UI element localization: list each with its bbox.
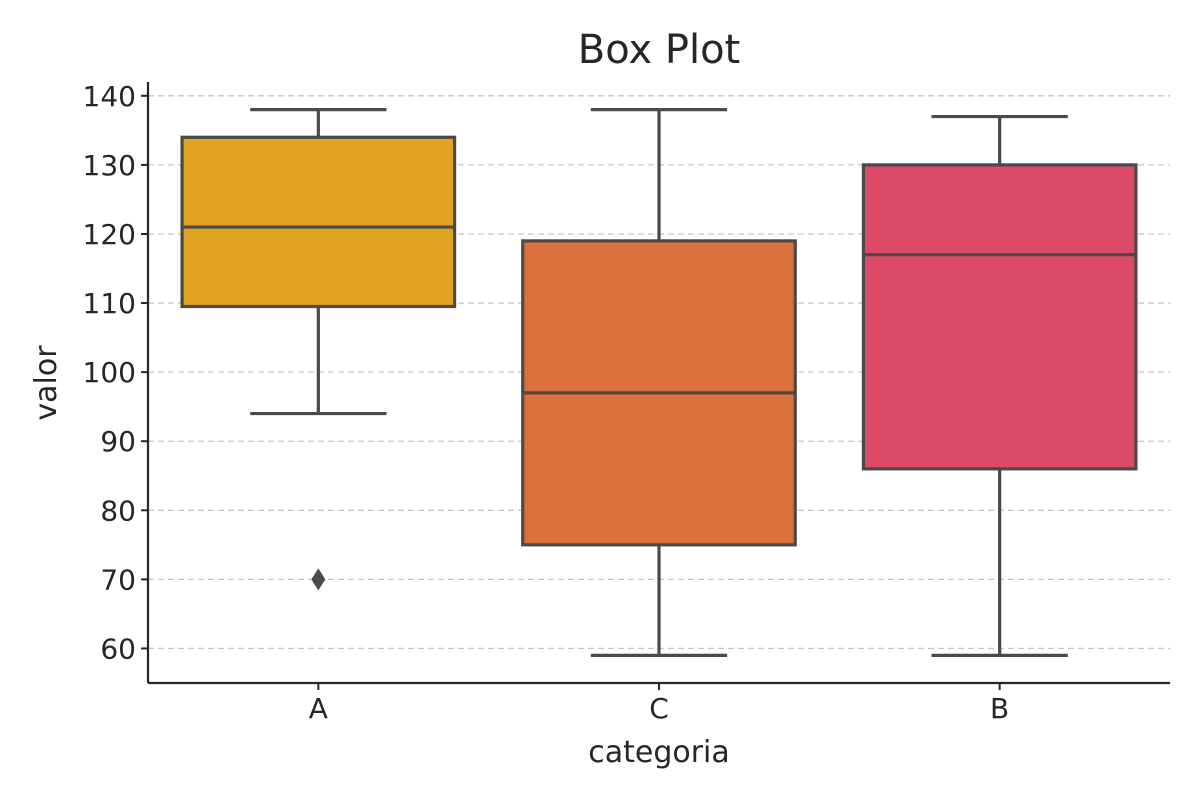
x-tick-label: B — [990, 692, 1009, 725]
y-tick-label: 110 — [83, 287, 136, 320]
x-tick-label: A — [309, 692, 328, 725]
box-series — [180, 108, 1138, 657]
y-tick-label: 70 — [100, 563, 136, 596]
box-B — [861, 114, 1138, 657]
x-tick-label: C — [649, 692, 669, 725]
x-axis-label: categoria — [588, 735, 730, 770]
chart-title: Box Plot — [578, 27, 740, 73]
y-tick-label: 130 — [83, 149, 136, 182]
iqr-box — [861, 163, 1138, 471]
box-A — [180, 108, 457, 591]
y-tick-label: 100 — [83, 356, 136, 389]
axes: 60 70 80 90 100 110 120 130 140 A C B — [83, 80, 1170, 725]
y-axis-label: valor — [29, 345, 64, 421]
box-C — [521, 108, 797, 657]
outlier-point — [311, 568, 326, 591]
y-tick-label: 140 — [83, 80, 136, 113]
y-tick-label: 60 — [100, 632, 136, 665]
iqr-box — [180, 135, 457, 309]
y-tick-label: 90 — [100, 425, 136, 458]
y-tick-label: 80 — [100, 494, 136, 527]
y-tick-label: 120 — [83, 218, 136, 251]
